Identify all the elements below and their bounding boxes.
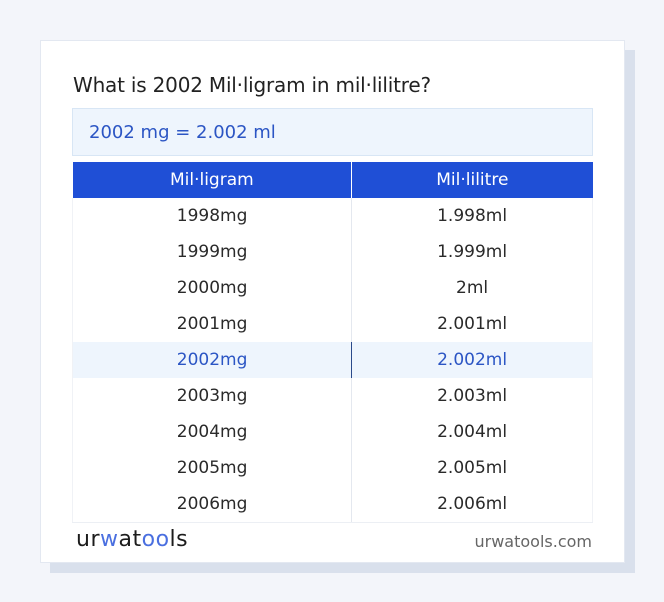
cell-ml: 2.005ml: [351, 450, 593, 486]
conversion-table: Mil·ligram Mil·lilitre 1998mg 1.998ml 19…: [71, 162, 593, 523]
header-millilitre: Mil·lilitre: [351, 162, 593, 198]
table-row: 1999mg 1.999ml: [71, 234, 593, 270]
cell-mg: 1998mg: [71, 198, 353, 234]
cell-ml: 2.006ml: [351, 486, 593, 523]
cell-mg: 2005mg: [71, 450, 353, 486]
table-row: 2000mg 2ml: [71, 270, 593, 306]
cell-mg: 1999mg: [71, 234, 353, 270]
table-row: 2004mg 2.004ml: [71, 414, 593, 450]
cell-mg: 2006mg: [71, 486, 353, 523]
conversion-result: 2002 mg = 2.002 ml: [72, 108, 593, 156]
cell-ml: 1.999ml: [351, 234, 593, 270]
table-row: 2003mg 2.003ml: [71, 378, 593, 414]
site-url: urwatools.com: [474, 532, 593, 551]
conversion-card: What is 2002 Mil·ligram in mil·lilitre? …: [40, 40, 625, 563]
cell-mg: 2001mg: [71, 306, 353, 342]
table-header-row: Mil·ligram Mil·lilitre: [72, 162, 593, 198]
header-milligram: Mil·ligram: [72, 162, 353, 198]
cell-mg: 2000mg: [71, 270, 353, 306]
logo-part-accent: oo: [141, 527, 170, 552]
table-row: 2001mg 2.001ml: [71, 306, 593, 342]
cell-mg: 2002mg: [71, 342, 353, 378]
cell-mg: 2003mg: [71, 378, 353, 414]
logo-part: ur: [76, 527, 100, 552]
cell-mg: 2004mg: [71, 414, 353, 450]
table-row: 2006mg 2.006ml: [71, 486, 593, 523]
cell-ml: 2.003ml: [351, 378, 593, 414]
cell-ml: 2.001ml: [351, 306, 593, 342]
cell-ml: 2ml: [351, 270, 593, 306]
cell-ml: 2.004ml: [351, 414, 593, 450]
table-row: 1998mg 1.998ml: [71, 198, 593, 234]
table-row-highlighted: 2002mg 2.002ml: [71, 342, 593, 378]
cell-ml: 1.998ml: [351, 198, 593, 234]
urwatools-logo: urwatools: [76, 527, 188, 552]
logo-part-accent: w: [100, 527, 119, 552]
table-row: 2005mg 2.005ml: [71, 450, 593, 486]
cell-ml: 2.002ml: [351, 342, 593, 378]
logo-part: at: [118, 527, 142, 552]
page-title: What is 2002 Mil·ligram in mil·lilitre?: [73, 73, 431, 97]
logo-part: ls: [169, 527, 189, 552]
